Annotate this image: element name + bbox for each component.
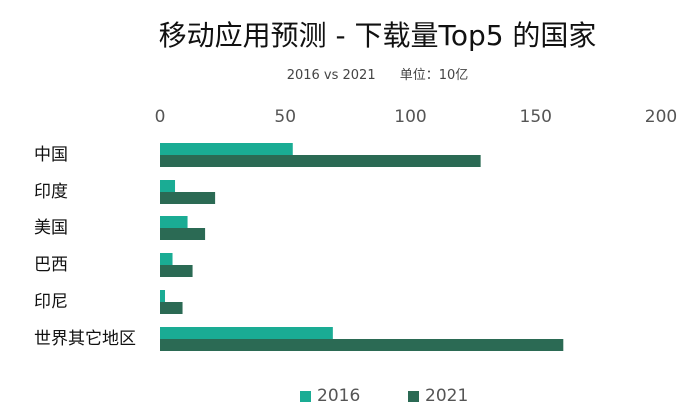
legend-item-2021: 2021 — [408, 386, 468, 406]
x-tick-label: 50 — [274, 107, 296, 127]
x-tick-label: 150 — [520, 107, 552, 127]
legend-swatch-2016 — [300, 390, 311, 402]
x-tick-label: 0 — [155, 107, 166, 127]
bar-2021 — [160, 192, 216, 204]
category-label: 美国 — [34, 218, 68, 238]
bar-2016 — [160, 216, 188, 228]
chart-legend: 2016 2021 — [0, 386, 689, 410]
subtitle-comparison: 2016 vs 2021 — [286, 68, 376, 83]
bar-2021 — [160, 339, 564, 351]
chart-subtitle: 2016 vs 2021 单位：10亿 — [0, 64, 689, 83]
bar-2016 — [160, 327, 333, 339]
bar-2016 — [160, 253, 173, 265]
bar-2021 — [160, 155, 481, 167]
x-tick-label: 200 — [645, 107, 677, 127]
bar-2021 — [160, 228, 206, 240]
category-label: 巴西 — [34, 255, 68, 275]
legend-item-2016: 2016 — [300, 386, 360, 406]
bar-2021 — [160, 302, 183, 314]
subtitle-unit: 单位：10亿 — [399, 68, 469, 83]
category-label: 中国 — [34, 145, 68, 165]
bar-2021 — [160, 265, 193, 277]
category-label: 世界其它地区 — [34, 329, 136, 349]
chart-title: 移动应用预测 - 下载量Top5 的国家 — [158, 19, 597, 52]
bar-2016 — [160, 290, 166, 302]
legend-swatch-2021 — [408, 390, 419, 402]
bar-2016 — [160, 143, 293, 155]
bar-2016 — [160, 180, 176, 192]
legend-label-2016: 2016 — [317, 386, 361, 406]
legend-label-2021: 2021 — [425, 386, 469, 406]
category-label: 印度 — [34, 182, 68, 202]
x-tick-label: 100 — [394, 107, 426, 127]
category-label: 印尼 — [34, 292, 68, 312]
